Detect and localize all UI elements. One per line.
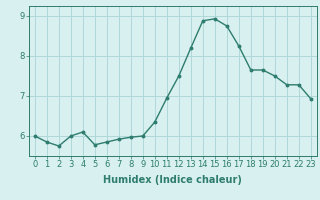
- X-axis label: Humidex (Indice chaleur): Humidex (Indice chaleur): [103, 175, 242, 185]
